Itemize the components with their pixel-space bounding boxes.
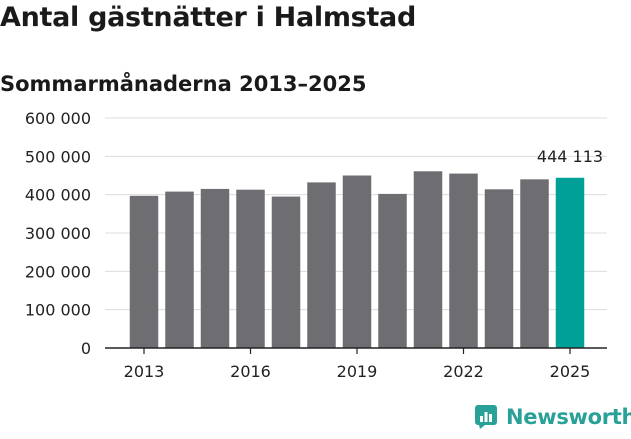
bar	[129, 195, 159, 348]
y-tick-label: 0	[81, 339, 91, 358]
bar	[342, 175, 372, 348]
x-tick-label: 2013	[124, 362, 165, 381]
newsworthy-logo: Newsworthy	[474, 404, 631, 430]
chart-title: Antal gästnätter i Halmstad	[0, 2, 416, 33]
bar	[307, 182, 336, 348]
bar	[555, 177, 585, 348]
chart-subtitle: Sommarmånaderna 2013–2025	[0, 72, 367, 96]
x-tick-label: 2019	[337, 362, 378, 381]
y-tick-label: 300 000	[25, 224, 91, 243]
y-tick-label: 400 000	[25, 186, 91, 205]
bar	[165, 191, 194, 348]
bar	[236, 189, 265, 348]
bar	[413, 171, 443, 348]
data-label: 444 113	[537, 147, 603, 166]
x-tick-label: 2016	[230, 362, 271, 381]
x-tick-label: 2025	[550, 362, 591, 381]
newsworthy-wordmark: Newsworthy	[506, 405, 631, 429]
x-tick-label: 2022	[443, 362, 484, 381]
bar	[271, 196, 301, 348]
bar	[200, 188, 230, 348]
bar	[484, 189, 514, 348]
bar	[520, 179, 549, 348]
newsworthy-icon	[475, 405, 497, 429]
y-tick-label: 200 000	[25, 262, 91, 281]
bar	[378, 193, 407, 348]
y-tick-label: 500 000	[25, 147, 91, 166]
bar-chart: 0 100 000 200 000 300 000 400 000 500 000 600 …	[25, 109, 607, 381]
bar	[449, 173, 478, 348]
y-tick-label: 100 000	[25, 301, 91, 320]
y-tick-label: 600 000	[25, 109, 91, 128]
